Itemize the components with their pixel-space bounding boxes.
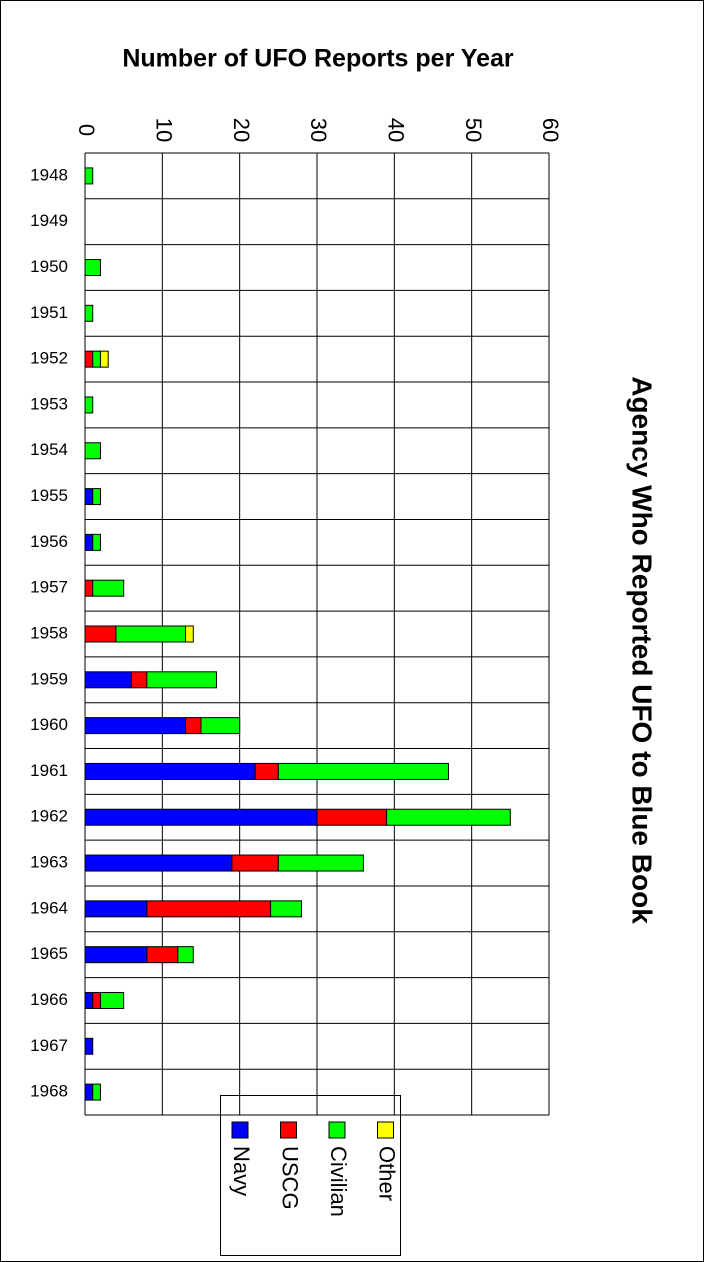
bar (92, 533, 101, 551)
bar (84, 350, 94, 368)
bar (84, 946, 148, 964)
bar (84, 533, 94, 551)
y-tick-label: 1968 (30, 1082, 68, 1101)
bar (99, 991, 125, 1009)
bar (84, 579, 94, 597)
bar (84, 991, 94, 1009)
bar (277, 854, 364, 872)
y-tick-label: 1961 (30, 761, 68, 780)
legend-swatch (231, 1121, 249, 1139)
bar (84, 717, 187, 735)
x-tick-label: 60 (538, 118, 563, 142)
bar (92, 1083, 101, 1101)
y-tick-label: 1953 (30, 394, 68, 413)
legend-swatch (328, 1121, 346, 1139)
y-tick-label: 1962 (30, 807, 68, 826)
legend-swatch (280, 1121, 297, 1139)
legend-label: Civilian (326, 1146, 351, 1217)
bar (84, 671, 132, 689)
y-tick-label: 1966 (30, 990, 68, 1009)
bar (277, 762, 449, 780)
bar (84, 167, 94, 185)
bar (270, 900, 303, 918)
bar (185, 625, 194, 643)
x-tick-label: 0 (74, 124, 99, 136)
y-tick-label: 1955 (30, 486, 68, 505)
bar (92, 991, 101, 1009)
x-tick-label: 50 (461, 118, 486, 142)
bar (84, 1037, 94, 1055)
bar (316, 808, 388, 826)
bar (254, 762, 279, 780)
y-tick-label: 1958 (30, 623, 68, 642)
bar (231, 854, 279, 872)
bar (84, 808, 318, 826)
y-tick-label: 1965 (30, 944, 68, 963)
bar (177, 946, 194, 964)
bar (84, 488, 94, 506)
y-tick-label: 1949 (30, 211, 68, 230)
bar (200, 717, 241, 735)
y-tick-label: 1960 (30, 715, 68, 734)
bar (84, 1083, 94, 1101)
y-tick-label: 1967 (30, 1036, 68, 1055)
legend (220, 1095, 401, 1256)
y-tick-label: 1950 (30, 257, 68, 276)
bar (146, 671, 217, 689)
bar (84, 304, 94, 322)
bar (92, 579, 125, 597)
bar (99, 350, 109, 368)
x-tick-label: 30 (306, 118, 331, 142)
bar (130, 671, 148, 689)
y-tick-label: 1951 (30, 303, 68, 322)
legend-label: Other (375, 1146, 400, 1201)
x-tick-label: 20 (229, 118, 254, 142)
bar (146, 900, 272, 918)
y-tick-label: 1964 (30, 898, 68, 917)
y-tick-label: 1952 (30, 349, 68, 368)
y-tick-label: 1954 (30, 440, 68, 459)
bar (84, 854, 233, 872)
bar (84, 625, 117, 643)
legend-label: USCG (278, 1146, 303, 1210)
bar (84, 396, 94, 414)
y-tick-label: 1959 (30, 669, 68, 688)
chart-title: Number of UFO Reports per Year (122, 45, 514, 73)
bar (386, 808, 511, 826)
legend-swatch (377, 1121, 394, 1139)
bar (84, 442, 101, 460)
y-tick-label: 1957 (30, 578, 68, 597)
bar (115, 625, 187, 643)
y-tick-label: 1956 (30, 532, 68, 551)
chart-subtitle: Agency Who Reported UFO to Blue Book (627, 376, 658, 924)
bar (84, 900, 148, 918)
legend-label: Navy (229, 1146, 254, 1196)
bar (84, 762, 256, 780)
bar (185, 717, 202, 735)
x-tick-label: 10 (152, 118, 177, 142)
bar (92, 488, 101, 506)
x-tick-label: 40 (384, 118, 409, 142)
bar (146, 946, 179, 964)
bar (92, 350, 101, 368)
bar (84, 259, 101, 277)
y-tick-label: 1963 (30, 853, 68, 872)
y-tick-label: 1948 (30, 165, 68, 184)
